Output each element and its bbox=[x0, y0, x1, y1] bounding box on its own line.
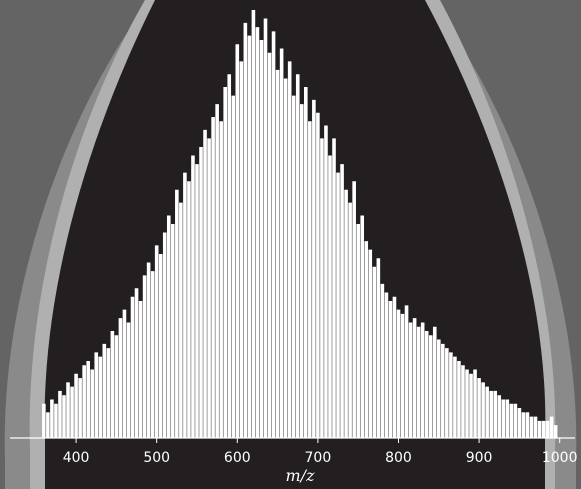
x-tick-label: 500 bbox=[143, 450, 170, 466]
x-tick-label: 600 bbox=[224, 450, 251, 466]
x-tick-label: 400 bbox=[63, 450, 90, 466]
page: m/z 4005006007008009001000 (() => { cons… bbox=[0, 0, 581, 489]
x-tick-label: 900 bbox=[466, 450, 493, 466]
x-tick-label: 800 bbox=[385, 450, 412, 466]
x-tick-label: 700 bbox=[305, 450, 332, 466]
x-axis-label: m/z bbox=[286, 466, 316, 485]
chart: m/z 400 500 600 700 800 900 1000 bbox=[0, 0, 581, 489]
x-tick-label: 1000 bbox=[542, 450, 578, 466]
